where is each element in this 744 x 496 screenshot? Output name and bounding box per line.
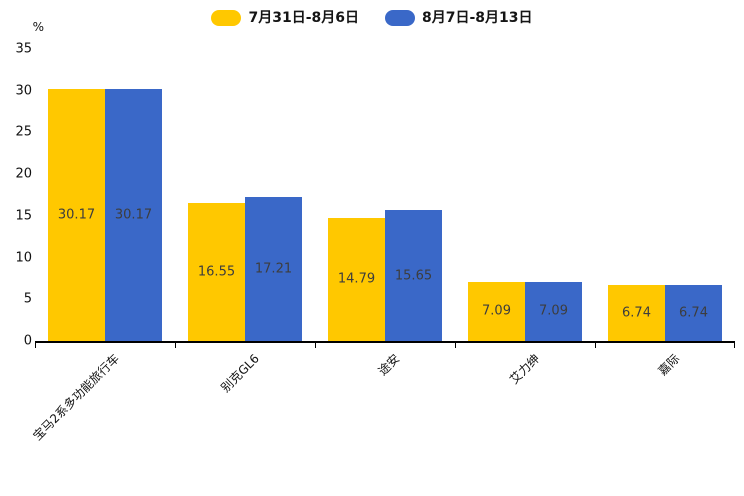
y-tick-label: 10 [15,250,32,266]
x-axis-tick-mark [35,343,36,348]
x-axis-tick-mark [175,343,176,348]
bar-series-1-category-2 [385,210,442,341]
bar-value-label: 16.55 [197,264,236,280]
y-tick-label: 20 [15,166,32,182]
bar-value-label: 15.65 [394,268,433,284]
bar-value-label: 7.09 [539,303,568,319]
bar-series-1-category-4 [665,284,722,341]
plot-area: 30.17 30.17 16.55 17.21 14.79 15.65 7.09 7.09 6.… [35,49,735,348]
bar-series-0-category-4 [608,284,665,341]
y-tick-label: 35 [15,41,32,57]
legend-item-series-1[interactable]: 8月7日-8月13日 [385,8,533,28]
bar-series-0-category-0 [48,89,105,341]
y-axis-unit-label: % [32,20,44,34]
x-category-label-0: 宝马2系多功能旅行车 [30,351,123,444]
y-tick-label: 15 [15,208,32,224]
x-axis-tick-mark [455,343,456,348]
y-tick-label: 25 [15,124,32,140]
x-category-label-3: 艾力绅 [506,351,543,387]
y-tick-label: 5 [23,291,32,307]
bar-value-label: 6.74 [622,305,651,321]
x-axis-tick-mark [595,343,596,348]
bar-value-label: 30.17 [57,207,96,223]
x-category-label-2: 途安 [375,351,403,379]
bar-value-label: 14.79 [337,271,376,287]
bar-value-label: 17.21 [254,261,293,277]
bar-series-1-category-0 [105,89,162,341]
bar-series-0-category-1 [188,202,245,341]
y-tick-label: 30 [15,83,32,99]
x-axis-tick-mark [315,343,316,348]
bar-series-1-category-1 [245,197,302,341]
bar-value-label: 30.17 [114,207,153,223]
bar-series-0-category-2 [328,217,385,341]
y-tick-label: 0 [23,333,32,349]
bar-value-label: 6.74 [679,305,708,321]
legend-label: 7月31日-8月6日 [248,10,359,26]
legend-label: 8月7日-8月13日 [422,10,533,26]
legend-item-series-0[interactable]: 7月31日-8月6日 [211,8,359,28]
bar-series-1-category-3 [525,281,582,341]
x-axis-tick-mark [734,343,735,348]
bar-series-0-category-3 [468,281,525,341]
legend-swatch-icon [211,10,242,26]
x-category-label-4: 嘉际 [655,351,683,379]
chart-legend: 7月31日-8月6日 8月7日-8月13日 [0,8,744,28]
bar-value-label: 7.09 [482,303,511,319]
legend-swatch-icon [385,10,415,26]
x-category-label-1: 别克GL6 [218,351,263,395]
